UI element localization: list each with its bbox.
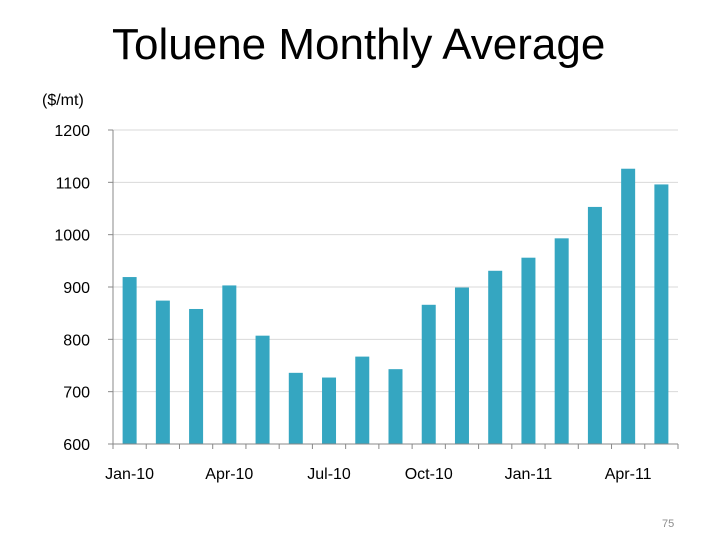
slide-title: Toluene Monthly Average bbox=[112, 20, 606, 69]
bar-may-11 bbox=[654, 184, 669, 444]
y-axis-unit-label: ($/mt) bbox=[42, 92, 84, 109]
bar-may-10 bbox=[255, 335, 270, 444]
page-number: 75 bbox=[662, 518, 675, 530]
y-tick-label: 1000 bbox=[54, 228, 90, 245]
y-tick-label: 600 bbox=[63, 437, 90, 454]
axes bbox=[108, 129, 679, 449]
x-tick-labels: Jan-10 Apr-10 Jul-10 Oct-10 Jan-11 Apr-11 bbox=[105, 466, 652, 483]
bar-oct-10 bbox=[421, 304, 436, 444]
x-tick-label: Apr-11 bbox=[605, 466, 652, 483]
y-tick-label: 1100 bbox=[56, 175, 91, 192]
x-tick-label: Jul-10 bbox=[307, 466, 351, 483]
bar-mar-11 bbox=[587, 206, 602, 444]
x-tick-label: Jan-10 bbox=[105, 466, 154, 483]
y-tick-label: 700 bbox=[63, 385, 90, 402]
bar-jul-10 bbox=[322, 377, 337, 444]
bar-nov-10 bbox=[454, 287, 469, 444]
x-tick-label: Oct-10 bbox=[405, 466, 453, 483]
bar-apr-10 bbox=[222, 285, 237, 444]
x-tick-label: Jan-11 bbox=[505, 466, 553, 483]
bar-feb-10 bbox=[155, 300, 170, 444]
bar-feb-11 bbox=[554, 238, 569, 444]
bar-sep-10 bbox=[388, 369, 403, 444]
bar-jan-11 bbox=[521, 257, 536, 444]
bar-jun-10 bbox=[288, 372, 303, 444]
y-tick-label: 1200 bbox=[54, 123, 90, 140]
y-tick-labels: 600 700 800 900 1000 1100 1200 bbox=[54, 123, 90, 454]
y-tick-label: 800 bbox=[63, 332, 90, 349]
bar-apr-11 bbox=[621, 168, 636, 444]
bar-mar-10 bbox=[189, 308, 204, 444]
bar-jan-10 bbox=[122, 277, 137, 444]
y-tick-label: 900 bbox=[63, 280, 90, 297]
bar-aug-10 bbox=[355, 356, 370, 444]
x-tick-label: Apr-10 bbox=[205, 466, 253, 483]
bars bbox=[122, 168, 669, 444]
bar-dec-10 bbox=[488, 270, 503, 444]
